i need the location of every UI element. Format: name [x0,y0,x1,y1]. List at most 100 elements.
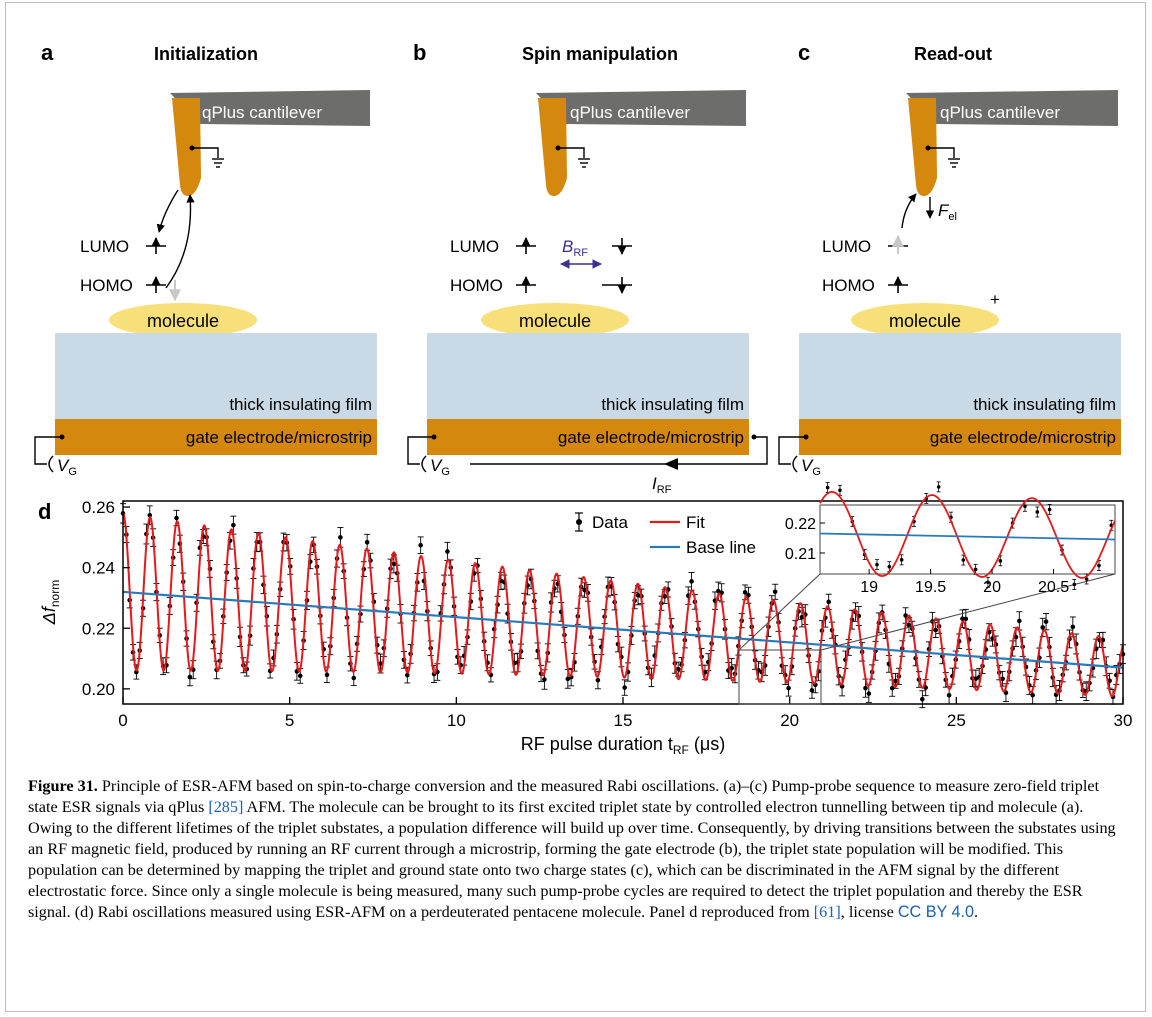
caption-license-link[interactable]: CC BY 4.0 [897,903,975,921]
data-point [417,536,424,554]
lumo-level-c [888,234,908,254]
x-tick-label: 15 [614,711,633,730]
homo-level-b-right [602,277,632,294]
caption-text-1: Principle of ESR-AFM based on spin-to-ch… [28,777,1100,816]
legend-fit-label: Fit [686,513,705,532]
inset-data-point [825,482,830,493]
data-point [621,679,628,696]
panel-letter-a: a [41,40,54,65]
legend: Data Fit Base line [575,512,756,557]
x-tick-label: 20 [780,711,799,730]
gate-voltage-icon-a [48,455,54,473]
inset-data-point [1072,579,1077,590]
legend-data-label: Data [592,513,628,532]
figure-caption: Figure 31. Principle of ESR-AFM based on… [28,776,1128,923]
homo-label-c: HOMO [822,276,875,295]
gate-voltage-icon-b [421,455,427,473]
caption-ref-285[interactable]: [285] [208,798,244,816]
vg-label-a: VG [57,456,77,478]
panel-letter-d: d [38,499,51,524]
data-point [337,527,344,548]
tip-b [538,98,567,196]
molecule-label-c: molecule [889,311,961,331]
inset-data-point [985,576,990,588]
vg-label-c: VG [801,456,821,478]
data-point [772,583,779,600]
data-point [688,572,695,591]
cantilever-label-a: qPlus cantilever [202,103,322,122]
inset-data-point [936,481,941,493]
legend-data-marker [576,519,582,525]
inset-x-tick-label: 19.5 [915,579,946,596]
inset-data-point [1047,504,1052,515]
caption-ref-61[interactable]: [61] [813,903,841,921]
figure-frame [5,2,1146,1012]
inset-chart: 19 19.5 20 20.5 0.21 0.22 [785,481,1116,596]
charge-plus: + [990,290,1000,309]
electrode-label-c: gate electrode/microstrip [930,428,1116,447]
inset-data-point [1035,506,1040,518]
homo-level-c [888,276,908,293]
inset-baseline-line [819,532,1116,541]
panel-title-b: Spin manipulation [522,44,678,64]
panel-letter-c: c [798,40,810,65]
lumo-label-c: LUMO [822,237,871,256]
inset-y-tick-label: 0.22 [785,516,816,533]
ground-icon-b [578,158,590,168]
legend-baseline-label: Base line [686,538,756,557]
figure-graphic: a Initialization qPlus cantilever LUMO H… [34,40,1133,757]
insulating-film-c [799,333,1121,419]
ground-icon-a [212,158,224,168]
inset-data-point [874,559,879,571]
inset-x-tick-label: 20.5 [1038,579,1069,596]
film-label-b: thick insulating film [601,395,744,414]
molecule-label-b: molecule [519,311,591,331]
insulating-film-a [55,333,377,419]
insulating-film-b [427,333,749,419]
molecule-a [109,303,257,337]
rabi-chart: d 0 5 10 15 20 25 30 0.20 0.22 0.24 0.26 RF pulse… [38,481,1133,757]
x-tick-label: 5 [285,711,294,730]
panel-c: c Read-out qPlus cantilever Fel LUMO HOM… [778,40,1121,478]
molecule-c [851,303,999,337]
inset-fit-line [819,491,1116,579]
lumo-label-a: LUMO [80,237,129,256]
cantilever-c [906,90,1118,126]
film-label-a: thick insulating film [229,395,372,414]
panel-a: a Initialization qPlus cantilever LUMO H… [34,40,377,478]
inset-data-point [961,554,966,566]
molecule-label-a: molecule [147,311,219,331]
brf-label: BRF [562,237,588,259]
panel-title-c: Read-out [914,44,992,64]
x-tick-label: 25 [947,711,966,730]
plot-area [120,503,1126,709]
rf-current-loop [470,436,768,465]
data-point [919,690,926,709]
homo-level-b-left [516,276,536,293]
gate-electrode-a [55,419,377,455]
y-axis-label: Δfnorm [39,580,62,625]
molecule-b [481,303,629,337]
gate-voltage-icon-c [792,455,798,473]
caption-text-4: . [974,903,979,921]
data-point [1016,611,1023,631]
homo-label-b: HOMO [450,276,503,295]
y-axis: 0.20 0.22 0.24 0.26 [82,498,130,699]
panel-title-a: Initialization [154,44,258,64]
x-axis-label: RF pulse duration tRF (μs) [521,734,725,757]
lumo-level-b-left [516,237,536,254]
inset-x-tick-label: 19 [860,579,878,596]
cantilever-label-b: qPlus cantilever [570,103,690,122]
tip-c [908,98,937,196]
homo-label-a: HOMO [80,276,133,295]
caption-label: Figure 31. [28,777,98,795]
caption-text-2: AFM. The molecule can be brought to its … [28,798,1116,921]
y-tick-label: 0.26 [82,498,115,517]
y-tick-label: 0.24 [82,559,115,578]
data-point [932,622,939,638]
zoom-region [738,649,822,705]
x-tick-label: 30 [1114,711,1133,730]
ground-icon-c [948,158,960,168]
data-point [962,608,969,629]
homo-level-a [146,276,166,293]
